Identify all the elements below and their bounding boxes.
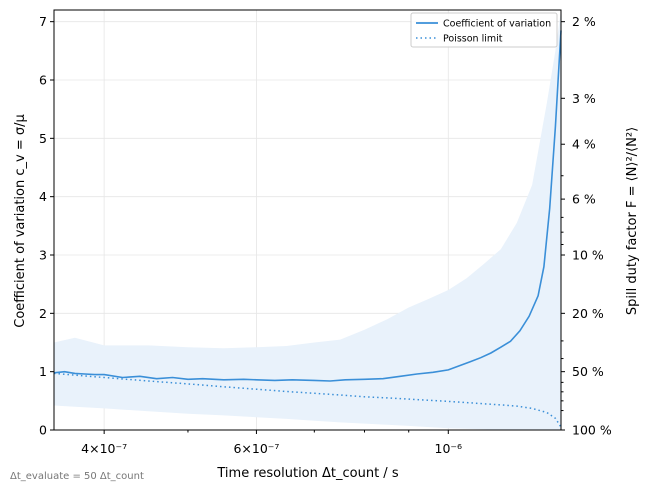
series-line-coefficient-of-variation xyxy=(53,30,562,382)
legend: Coefficient of variation Poisson limit xyxy=(410,12,558,48)
y-tick-label: 6 xyxy=(39,73,47,88)
plot-frame xyxy=(53,9,562,431)
legend-entry-poisson-limit: Poisson limit xyxy=(443,34,503,45)
y2-tick-label: 4 % xyxy=(572,137,596,152)
x-tick-label: 6×10⁻⁷ xyxy=(233,441,279,456)
y2-axis-label: Spill duty factor F = ⟨N⟩²/⟨N²⟩ xyxy=(625,127,640,315)
y-axis-ticks: 0 1 2 3 4 5 6 7 xyxy=(39,14,54,438)
y-tick-label: 0 xyxy=(39,423,47,438)
legend-box xyxy=(410,12,558,48)
y-tick-label: 1 xyxy=(39,364,47,379)
evaluation-note: Δt_evaluate = 50 Δt_count xyxy=(10,471,144,482)
y-tick-label: 5 xyxy=(39,131,47,146)
y2-tick-label: 3 % xyxy=(572,91,596,106)
y-tick-label: 4 xyxy=(39,189,47,204)
spread-band xyxy=(54,10,561,430)
y2-tick-label: 20 % xyxy=(572,306,604,321)
y2-tick-label: 100 % xyxy=(572,423,612,438)
y-tick-label: 3 xyxy=(39,248,47,263)
x-tick-label: 10⁻⁶ xyxy=(435,441,463,456)
x-axis-ticks: 4×10⁻⁷ 6×10⁻⁷ 10⁻⁶ xyxy=(81,430,462,456)
y2-axis-ticks: 2 % 3 % 4 % 6 % 10 % 20 % 50 % 100 % xyxy=(561,14,612,438)
y2-tick-label: 10 % xyxy=(572,248,604,263)
y2-tick-label: 2 % xyxy=(572,14,596,29)
y2-tick-label: 6 % xyxy=(572,192,596,207)
y-tick-label: 7 xyxy=(39,14,47,29)
legend-entry-coefficient-of-variation: Coefficient of variation xyxy=(443,19,551,30)
x-tick-label: 4×10⁻⁷ xyxy=(81,441,127,456)
y-axis-label: Coefficient of variation c_v = σ/μ xyxy=(13,114,28,328)
x-axis-label: Time resolution Δt_count / s xyxy=(216,466,398,481)
y2-tick-label: 50 % xyxy=(572,364,604,379)
y-tick-label: 2 xyxy=(39,306,47,321)
